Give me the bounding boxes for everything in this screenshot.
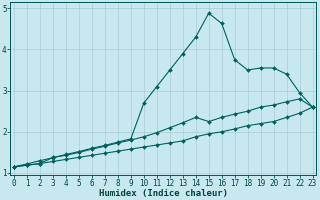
- X-axis label: Humidex (Indice chaleur): Humidex (Indice chaleur): [99, 189, 228, 198]
